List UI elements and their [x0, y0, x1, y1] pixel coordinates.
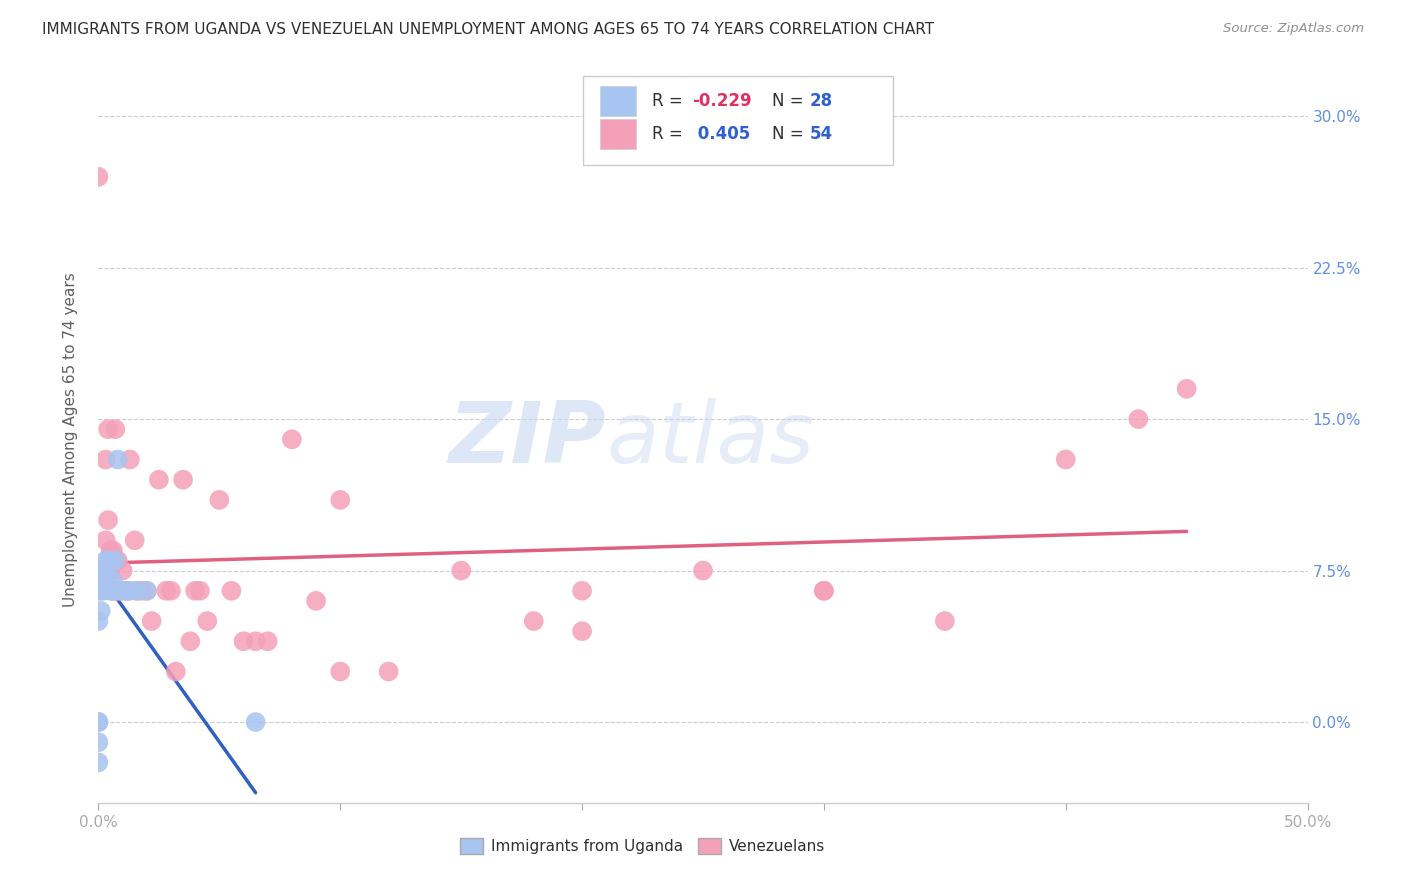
- Text: -0.229: -0.229: [692, 92, 751, 110]
- Point: [221, 583, 243, 598]
- Point: [813, 583, 835, 598]
- Point: [87, 756, 110, 770]
- Point: [1128, 412, 1150, 426]
- Text: N =: N =: [772, 92, 808, 110]
- Point: [87, 583, 110, 598]
- Point: [245, 714, 267, 729]
- Point: [135, 583, 157, 598]
- Point: [281, 432, 304, 446]
- Point: [184, 583, 207, 598]
- Point: [127, 583, 149, 598]
- Point: [1054, 452, 1077, 467]
- Point: [117, 583, 139, 598]
- Point: [97, 513, 120, 527]
- Point: [107, 553, 129, 567]
- Point: [523, 614, 546, 628]
- Point: [571, 583, 593, 598]
- Point: [97, 574, 120, 588]
- Point: [87, 735, 110, 749]
- Point: [118, 583, 141, 598]
- Text: 0.405: 0.405: [692, 125, 749, 143]
- Point: [94, 564, 117, 578]
- Point: [101, 574, 124, 588]
- Text: R =: R =: [652, 92, 689, 110]
- Point: [101, 583, 124, 598]
- Point: [256, 634, 278, 648]
- Point: [111, 564, 134, 578]
- Point: [100, 583, 122, 598]
- Point: [131, 583, 153, 598]
- Text: 28: 28: [810, 92, 832, 110]
- Point: [148, 473, 170, 487]
- Point: [100, 564, 122, 578]
- Y-axis label: Unemployment Among Ages 65 to 74 years: Unemployment Among Ages 65 to 74 years: [63, 272, 77, 607]
- Point: [94, 533, 117, 548]
- Text: Source: ZipAtlas.com: Source: ZipAtlas.com: [1223, 22, 1364, 36]
- Point: [87, 169, 110, 184]
- Point: [172, 473, 194, 487]
- Point: [141, 614, 163, 628]
- Text: atlas: atlas: [606, 398, 814, 481]
- Point: [329, 492, 352, 507]
- Point: [124, 533, 146, 548]
- Point: [104, 553, 127, 567]
- Point: [108, 583, 131, 598]
- Point: [135, 583, 157, 598]
- Point: [377, 665, 399, 679]
- Text: IMMIGRANTS FROM UGANDA VS VENEZUELAN UNEMPLOYMENT AMONG AGES 65 TO 74 YEARS CORR: IMMIGRANTS FROM UGANDA VS VENEZUELAN UNE…: [42, 22, 935, 37]
- Point: [232, 634, 254, 648]
- Point: [118, 452, 141, 467]
- Text: N =: N =: [772, 125, 808, 143]
- Point: [450, 564, 472, 578]
- Point: [305, 594, 328, 608]
- Point: [329, 665, 352, 679]
- Point: [104, 422, 127, 436]
- Point: [107, 452, 129, 467]
- Point: [165, 665, 187, 679]
- Point: [1175, 382, 1198, 396]
- Point: [97, 422, 120, 436]
- Point: [813, 583, 835, 598]
- Point: [90, 574, 112, 588]
- Point: [87, 714, 110, 729]
- Point: [90, 604, 112, 618]
- Point: [87, 574, 110, 588]
- Point: [100, 553, 122, 567]
- Point: [117, 583, 139, 598]
- Point: [104, 583, 127, 598]
- Point: [97, 553, 120, 567]
- Point: [155, 583, 177, 598]
- Point: [571, 624, 593, 639]
- Point: [245, 634, 267, 648]
- Point: [87, 714, 110, 729]
- Point: [101, 543, 124, 558]
- Point: [208, 492, 231, 507]
- Point: [179, 634, 201, 648]
- Text: 54: 54: [810, 125, 832, 143]
- Point: [195, 614, 218, 628]
- Point: [101, 583, 124, 598]
- Point: [91, 564, 114, 578]
- Point: [91, 574, 114, 588]
- Point: [94, 452, 117, 467]
- Point: [111, 583, 134, 598]
- Point: [934, 614, 956, 628]
- Point: [114, 583, 136, 598]
- Point: [90, 583, 112, 598]
- Text: ZIP: ZIP: [449, 398, 606, 481]
- Point: [107, 583, 129, 598]
- Legend: Immigrants from Uganda, Venezuelans: Immigrants from Uganda, Venezuelans: [454, 832, 831, 861]
- Point: [100, 543, 122, 558]
- Point: [692, 564, 714, 578]
- Point: [160, 583, 183, 598]
- Point: [188, 583, 211, 598]
- Point: [87, 614, 110, 628]
- Point: [91, 583, 114, 598]
- Point: [94, 553, 117, 567]
- Text: R =: R =: [652, 125, 689, 143]
- Point: [127, 583, 149, 598]
